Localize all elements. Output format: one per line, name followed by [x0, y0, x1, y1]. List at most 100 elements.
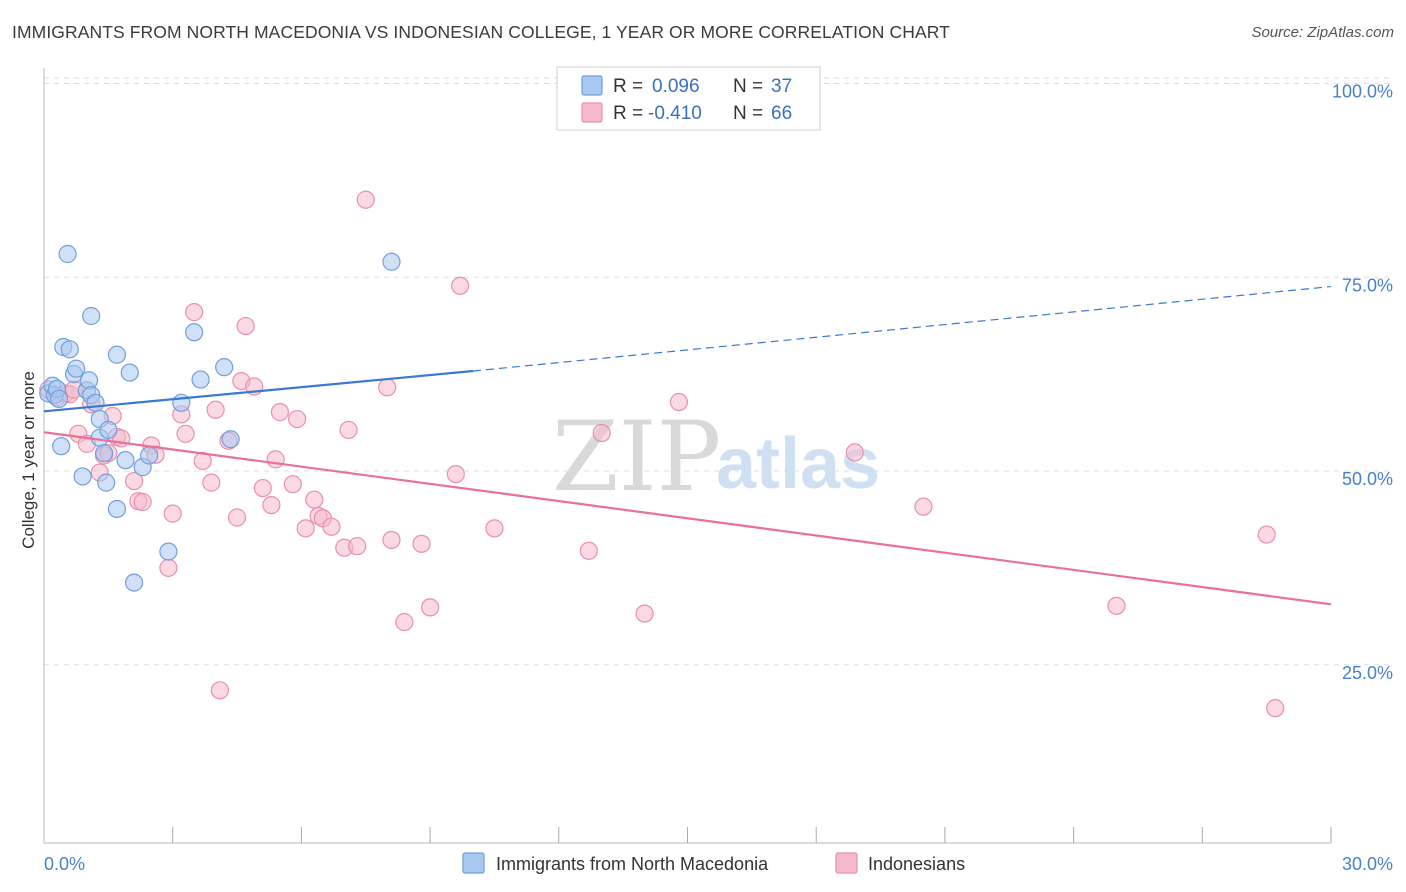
y-tick-label: 50.0%: [1342, 469, 1393, 489]
bottom-legend-swatch-series2: [835, 852, 858, 874]
legend-r-label-2: R =: [613, 103, 643, 124]
data-point-indonesians: [348, 537, 367, 556]
data-point-north-macedonia: [49, 389, 69, 409]
data-point-indonesians: [124, 471, 144, 491]
data-point-indonesians: [592, 423, 611, 443]
chart-title: IMMIGRANTS FROM NORTH MACEDONIA VS INDON…: [12, 22, 950, 42]
data-point-indonesians: [296, 519, 315, 538]
data-point-indonesians: [253, 478, 272, 498]
data-point-indonesians: [159, 558, 178, 577]
data-point-indonesians: [339, 420, 358, 440]
data-point-north-macedonia: [82, 306, 101, 326]
data-point-north-macedonia: [107, 499, 127, 519]
data-point-indonesians: [176, 424, 195, 443]
legend-swatch-series1: [581, 75, 603, 96]
bottom-legend-swatch-series1: [462, 852, 485, 874]
data-point-north-macedonia: [140, 446, 159, 465]
data-point-indonesians: [305, 490, 324, 509]
x-axis-ticks: [172, 827, 1332, 843]
y-tick-label: 100.0%: [1332, 82, 1393, 102]
trend-line-north-macedonia-extension: [472, 285, 1332, 372]
data-point-north-macedonia: [221, 430, 240, 449]
bottom-legend-label-series1: Immigrants from North Macedonia: [496, 854, 769, 874]
data-point-indonesians: [485, 519, 504, 538]
bottom-legend-label-series2: Indonesians: [868, 854, 965, 874]
data-point-north-macedonia: [185, 323, 204, 342]
data-point-north-macedonia: [120, 363, 139, 382]
data-point-indonesians: [412, 534, 431, 553]
trend-lines: [43, 285, 1332, 606]
data-point-indonesians: [914, 497, 933, 516]
y-tick-label: 75.0%: [1342, 275, 1393, 295]
data-point-north-macedonia: [67, 359, 86, 378]
data-point-indonesians: [635, 604, 654, 623]
data-point-indonesians: [227, 508, 247, 527]
data-point-indonesians: [451, 276, 470, 295]
legend-n-label-2: N =: [733, 103, 763, 124]
data-point-north-macedonia: [382, 252, 401, 271]
data-point-indonesians: [236, 316, 255, 336]
data-point-north-macedonia: [73, 467, 92, 486]
data-point-north-macedonia: [124, 573, 144, 592]
data-point-indonesians: [356, 190, 375, 209]
data-point-north-macedonia: [58, 244, 77, 264]
bottom-legend: Immigrants from North Macedonia Indonesi…: [462, 852, 965, 874]
data-point-north-macedonia: [191, 370, 210, 389]
data-point-indonesians: [283, 475, 302, 494]
watermark-zip: ZIP: [552, 401, 721, 513]
data-point-north-macedonia: [116, 451, 135, 470]
data-point-indonesians: [288, 409, 307, 429]
data-point-indonesians: [669, 392, 689, 412]
legend-n-label-1: N =: [733, 76, 763, 97]
data-point-indonesians: [163, 504, 182, 523]
legend-n-value-1: 37: [771, 76, 792, 97]
data-point-indonesians: [266, 450, 285, 469]
data-point-indonesians: [206, 400, 225, 419]
legend: R = 0.096 N = 37 R = -0.410 N = 66: [556, 66, 821, 131]
x-tick-label-max: 30.0%: [1342, 854, 1393, 874]
data-point-indonesians: [421, 598, 440, 617]
y-tick-label: 25.0%: [1342, 663, 1393, 683]
data-point-indonesians: [1266, 699, 1285, 718]
data-point-indonesians: [202, 473, 221, 492]
data-point-north-macedonia: [60, 340, 79, 359]
data-point-north-macedonia: [94, 444, 114, 463]
trend-line-indonesians: [43, 431, 1332, 606]
data-point-indonesians: [845, 443, 864, 462]
data-point-north-macedonia: [215, 358, 234, 377]
data-point-north-macedonia: [159, 542, 178, 561]
data-point-north-macedonia: [52, 437, 71, 456]
trend-line-north-macedonia: [43, 369, 474, 413]
legend-r-label-1: R =: [613, 76, 643, 97]
data-point-indonesians: [270, 403, 290, 422]
x-tick-label-min: 0.0%: [44, 854, 85, 874]
data-point-north-macedonia: [97, 473, 116, 492]
x-tick-labels: 0.0% 30.0%: [44, 854, 1393, 874]
legend-n-value-2: 66: [771, 103, 792, 124]
data-point-indonesians: [382, 530, 401, 550]
data-point-north-macedonia: [107, 345, 127, 364]
series-north-macedonia-points: [39, 244, 401, 592]
data-point-indonesians: [1257, 525, 1276, 544]
data-point-north-macedonia: [86, 393, 105, 412]
watermark-atlas: atlas: [716, 424, 880, 504]
y-axis-label: College, 1 year or more: [19, 371, 38, 549]
data-point-indonesians: [262, 496, 281, 515]
gridlines: [44, 77, 1392, 666]
data-point-indonesians: [1107, 596, 1126, 615]
y-tick-labels: 25.0% 50.0% 75.0% 100.0%: [1332, 82, 1393, 683]
data-point-indonesians: [446, 465, 465, 484]
legend-r-value-2: -0.410: [648, 103, 702, 124]
data-point-indonesians: [185, 303, 204, 322]
data-point-indonesians: [395, 613, 414, 632]
data-point-indonesians: [210, 681, 229, 700]
data-point-indonesians: [378, 378, 397, 397]
data-point-indonesians: [322, 517, 341, 536]
data-point-indonesians: [133, 492, 152, 512]
source-label: Source: ZipAtlas.com: [1251, 24, 1394, 41]
data-point-indonesians: [579, 541, 598, 560]
data-point-north-macedonia: [99, 420, 118, 440]
legend-swatch-series2: [581, 102, 603, 123]
legend-r-value-1: 0.096: [652, 76, 700, 97]
